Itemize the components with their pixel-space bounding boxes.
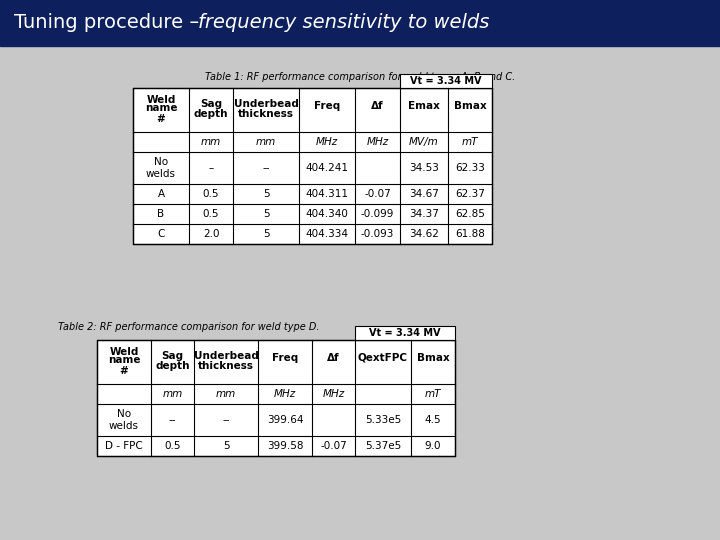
Text: 5.37e5: 5.37e5 bbox=[365, 441, 401, 451]
Text: 0.5: 0.5 bbox=[203, 209, 220, 219]
Text: Vt = 3.34 MV: Vt = 3.34 MV bbox=[369, 328, 441, 338]
Text: MHz: MHz bbox=[366, 137, 389, 147]
Bar bbox=[0, 0, 720, 46]
Text: Weld: Weld bbox=[109, 347, 139, 357]
Text: mm: mm bbox=[201, 137, 221, 147]
Text: mT: mT bbox=[425, 389, 441, 399]
Text: 0.5: 0.5 bbox=[203, 189, 220, 199]
Text: Sag: Sag bbox=[200, 99, 222, 109]
Text: name: name bbox=[145, 103, 177, 113]
Text: 4.5: 4.5 bbox=[425, 415, 441, 425]
Bar bbox=[97, 340, 455, 456]
Bar bbox=[400, 74, 492, 88]
Text: 9.0: 9.0 bbox=[425, 441, 441, 451]
Text: Underbead: Underbead bbox=[233, 99, 298, 109]
Text: Underbead: Underbead bbox=[194, 351, 258, 361]
Text: Δf: Δf bbox=[372, 101, 384, 111]
Text: thickness: thickness bbox=[238, 109, 294, 119]
Text: mm: mm bbox=[256, 137, 276, 147]
Text: Tuning procedure –: Tuning procedure – bbox=[14, 14, 205, 32]
Text: welds: welds bbox=[109, 421, 139, 431]
Text: mT: mT bbox=[462, 137, 478, 147]
Text: 0.5: 0.5 bbox=[164, 441, 181, 451]
Text: MHz: MHz bbox=[323, 389, 345, 399]
Text: Vt = 3.34 MV: Vt = 3.34 MV bbox=[410, 76, 482, 86]
Text: MV/m: MV/m bbox=[409, 137, 439, 147]
Text: -0.099: -0.099 bbox=[361, 209, 394, 219]
Bar bbox=[133, 88, 492, 244]
Text: 399.64: 399.64 bbox=[266, 415, 303, 425]
Text: Weld: Weld bbox=[146, 95, 176, 105]
Text: welds: welds bbox=[146, 169, 176, 179]
Text: Freq: Freq bbox=[272, 353, 298, 363]
Text: 404.334: 404.334 bbox=[305, 229, 348, 239]
Text: -0.093: -0.093 bbox=[361, 229, 394, 239]
Text: Δf: Δf bbox=[327, 353, 340, 363]
Text: 34.53: 34.53 bbox=[409, 163, 439, 173]
Text: --: -- bbox=[168, 415, 176, 425]
Text: B: B bbox=[158, 209, 165, 219]
Text: thickness: thickness bbox=[198, 361, 254, 371]
Text: Freq: Freq bbox=[314, 101, 340, 111]
Text: No: No bbox=[117, 409, 131, 419]
Text: frequency sensitivity to welds: frequency sensitivity to welds bbox=[198, 14, 490, 32]
Text: Emax: Emax bbox=[408, 101, 440, 111]
Text: --: -- bbox=[222, 415, 230, 425]
Text: Bmax: Bmax bbox=[417, 353, 449, 363]
Text: 62.37: 62.37 bbox=[455, 189, 485, 199]
Text: A: A bbox=[158, 189, 165, 199]
Text: 404.340: 404.340 bbox=[305, 209, 348, 219]
Text: Table 1: RF performance comparison for weld types A, B and C.: Table 1: RF performance comparison for w… bbox=[205, 72, 515, 82]
Text: 5: 5 bbox=[222, 441, 229, 451]
Text: 404.311: 404.311 bbox=[305, 189, 348, 199]
Text: 5: 5 bbox=[263, 209, 269, 219]
Text: 5: 5 bbox=[263, 229, 269, 239]
Text: name: name bbox=[108, 355, 140, 365]
Text: -0.07: -0.07 bbox=[364, 189, 391, 199]
Text: --: -- bbox=[262, 163, 270, 173]
Text: 404.241: 404.241 bbox=[305, 163, 348, 173]
Text: 34.67: 34.67 bbox=[409, 189, 439, 199]
Text: -0.07: -0.07 bbox=[320, 441, 347, 451]
Text: Bmax: Bmax bbox=[454, 101, 487, 111]
Text: 62.33: 62.33 bbox=[455, 163, 485, 173]
Text: QextFPC: QextFPC bbox=[358, 353, 408, 363]
Text: No: No bbox=[154, 157, 168, 167]
Text: Sag: Sag bbox=[161, 351, 184, 361]
Text: 61.88: 61.88 bbox=[455, 229, 485, 239]
Text: 34.62: 34.62 bbox=[409, 229, 439, 239]
Text: #: # bbox=[157, 114, 166, 124]
Text: Table 2: RF performance comparison for weld type D.: Table 2: RF performance comparison for w… bbox=[58, 322, 320, 332]
Text: depth: depth bbox=[156, 361, 190, 371]
Text: 62.85: 62.85 bbox=[455, 209, 485, 219]
Text: #: # bbox=[120, 366, 128, 376]
Text: MHz: MHz bbox=[316, 137, 338, 147]
Text: C: C bbox=[157, 229, 165, 239]
Bar bbox=[355, 326, 455, 340]
Text: 34.37: 34.37 bbox=[409, 209, 439, 219]
Text: mm: mm bbox=[163, 389, 183, 399]
Text: 5: 5 bbox=[263, 189, 269, 199]
Text: 2.0: 2.0 bbox=[203, 229, 220, 239]
Text: 399.58: 399.58 bbox=[266, 441, 303, 451]
Text: MHz: MHz bbox=[274, 389, 296, 399]
Text: mm: mm bbox=[216, 389, 236, 399]
Text: –: – bbox=[208, 163, 214, 173]
Text: depth: depth bbox=[194, 109, 228, 119]
Text: D - FPC: D - FPC bbox=[105, 441, 143, 451]
Text: 5.33e5: 5.33e5 bbox=[365, 415, 401, 425]
